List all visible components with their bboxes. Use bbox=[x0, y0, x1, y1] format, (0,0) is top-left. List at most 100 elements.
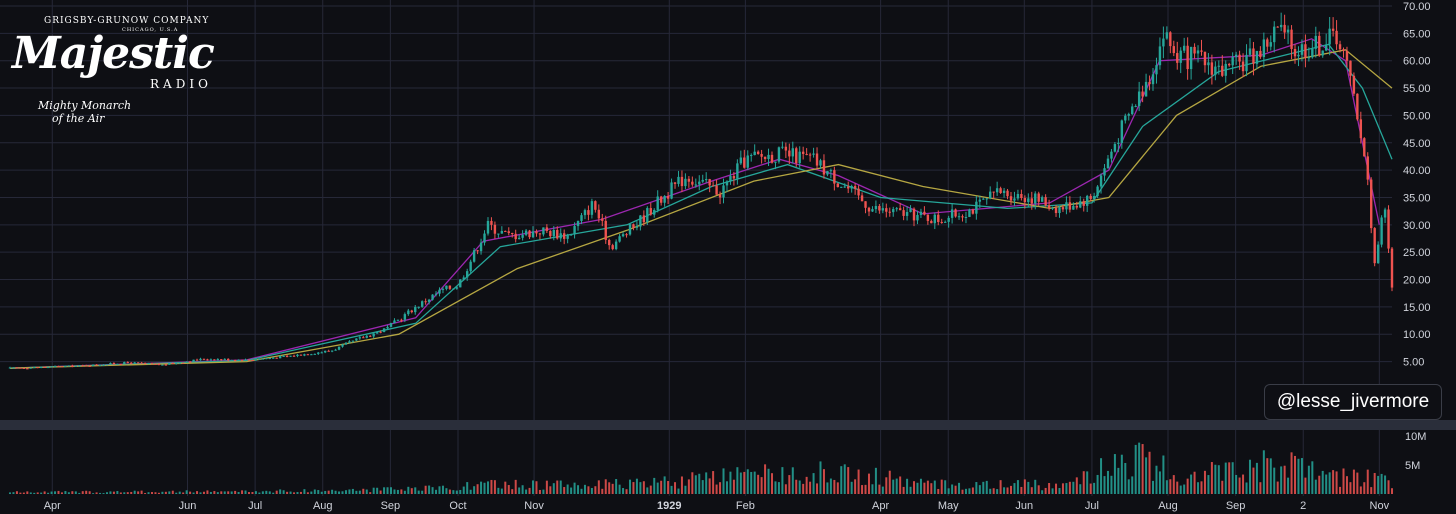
volume-bar bbox=[1058, 488, 1061, 494]
logo-tagline-2: of the Air bbox=[52, 112, 105, 125]
candle-body bbox=[1293, 48, 1297, 57]
volume-bar bbox=[1183, 484, 1186, 494]
candle-body bbox=[1134, 106, 1137, 108]
volume-bar bbox=[130, 491, 133, 494]
candle-body bbox=[341, 344, 344, 347]
candle-body bbox=[1304, 44, 1307, 58]
volume-bar bbox=[157, 492, 160, 494]
candle-body bbox=[753, 151, 756, 156]
volume-bar bbox=[88, 491, 91, 494]
volume-bar bbox=[1055, 483, 1058, 494]
volume-bar bbox=[1117, 467, 1120, 494]
candle-body bbox=[1345, 50, 1349, 61]
volume-bar bbox=[850, 481, 853, 494]
volume-bar bbox=[1318, 475, 1321, 494]
candle-body bbox=[590, 201, 594, 215]
candle-body bbox=[407, 310, 410, 315]
candle-body bbox=[143, 363, 147, 365]
candle-body bbox=[569, 234, 573, 236]
volume-bar bbox=[760, 477, 763, 494]
candle-body bbox=[853, 186, 857, 189]
candle-body bbox=[29, 367, 32, 369]
volume-bar bbox=[168, 491, 171, 494]
volume-bar bbox=[913, 481, 916, 494]
volume-bar bbox=[757, 474, 760, 494]
x-tick-label: May bbox=[938, 500, 959, 512]
candle-body bbox=[1363, 138, 1366, 157]
candle-body bbox=[1228, 63, 1231, 66]
candlesticks bbox=[8, 12, 1394, 370]
candle-body bbox=[396, 319, 400, 321]
candle-body bbox=[1311, 48, 1314, 58]
pane-separator[interactable] bbox=[0, 420, 1456, 430]
candle-body bbox=[379, 331, 382, 333]
volume-bar bbox=[975, 482, 978, 494]
candle-body bbox=[431, 294, 434, 300]
candle-body bbox=[448, 285, 452, 289]
volume-bar bbox=[137, 491, 140, 494]
volume-bar bbox=[1273, 467, 1276, 494]
candle-body bbox=[798, 151, 801, 164]
candle-body bbox=[403, 314, 407, 320]
volume-bar bbox=[719, 482, 722, 494]
candle-body bbox=[1387, 209, 1390, 249]
candle-body bbox=[954, 209, 957, 217]
candle-body bbox=[562, 233, 566, 239]
candle-body bbox=[850, 186, 853, 189]
volume-bar bbox=[919, 478, 922, 494]
volume-bar bbox=[1304, 477, 1307, 494]
volume-bar bbox=[147, 492, 150, 494]
volume-bar bbox=[743, 471, 746, 494]
candle-body bbox=[1248, 48, 1252, 55]
candle-body bbox=[26, 368, 29, 370]
candle-body bbox=[680, 176, 684, 187]
volume-bar bbox=[379, 490, 382, 494]
volume-bar bbox=[667, 481, 670, 494]
volume-bar bbox=[1075, 477, 1078, 494]
volume-bar bbox=[836, 482, 839, 494]
candle-body bbox=[275, 357, 278, 359]
candle-body bbox=[181, 362, 185, 364]
x-tick-label: 2 bbox=[1300, 500, 1306, 512]
candle-body bbox=[1214, 66, 1217, 75]
candle-body bbox=[227, 358, 230, 361]
candle-body bbox=[1283, 24, 1286, 33]
volume-bar bbox=[1373, 472, 1376, 494]
volume-bar bbox=[1193, 471, 1196, 494]
volume-bar bbox=[996, 489, 999, 494]
volume-bar bbox=[698, 473, 701, 494]
volume-bar bbox=[1332, 470, 1335, 494]
candle-body bbox=[133, 362, 136, 364]
volume-bar bbox=[989, 488, 992, 494]
volume-bar bbox=[563, 487, 566, 494]
volume-bar bbox=[566, 484, 569, 494]
candle-body bbox=[445, 285, 448, 289]
candle-body bbox=[708, 179, 711, 186]
volume-bar bbox=[639, 482, 642, 494]
candle-body bbox=[926, 214, 930, 221]
volume-bar bbox=[476, 484, 479, 494]
candle-body bbox=[497, 233, 500, 235]
candle-body bbox=[1279, 24, 1283, 28]
candle-body bbox=[538, 233, 542, 235]
volume-bar bbox=[1391, 488, 1393, 494]
volume-bar bbox=[708, 478, 711, 494]
volume-bar bbox=[795, 479, 798, 494]
volume-bar bbox=[871, 484, 874, 494]
candle-body bbox=[1189, 46, 1193, 70]
volume-bar bbox=[542, 489, 545, 494]
candle-body bbox=[417, 306, 420, 308]
volume-bar bbox=[1037, 485, 1040, 494]
candle-body bbox=[663, 195, 666, 203]
candle-body bbox=[1324, 44, 1328, 51]
candle-body bbox=[898, 208, 902, 211]
volume-bar bbox=[1044, 487, 1047, 494]
candle-body bbox=[102, 364, 105, 366]
volume-bar bbox=[1370, 487, 1373, 494]
candle-body bbox=[393, 320, 396, 324]
volume-bar bbox=[611, 483, 614, 494]
candle-body bbox=[161, 364, 164, 366]
candle-body bbox=[1092, 196, 1096, 199]
volume-bar bbox=[43, 491, 46, 494]
